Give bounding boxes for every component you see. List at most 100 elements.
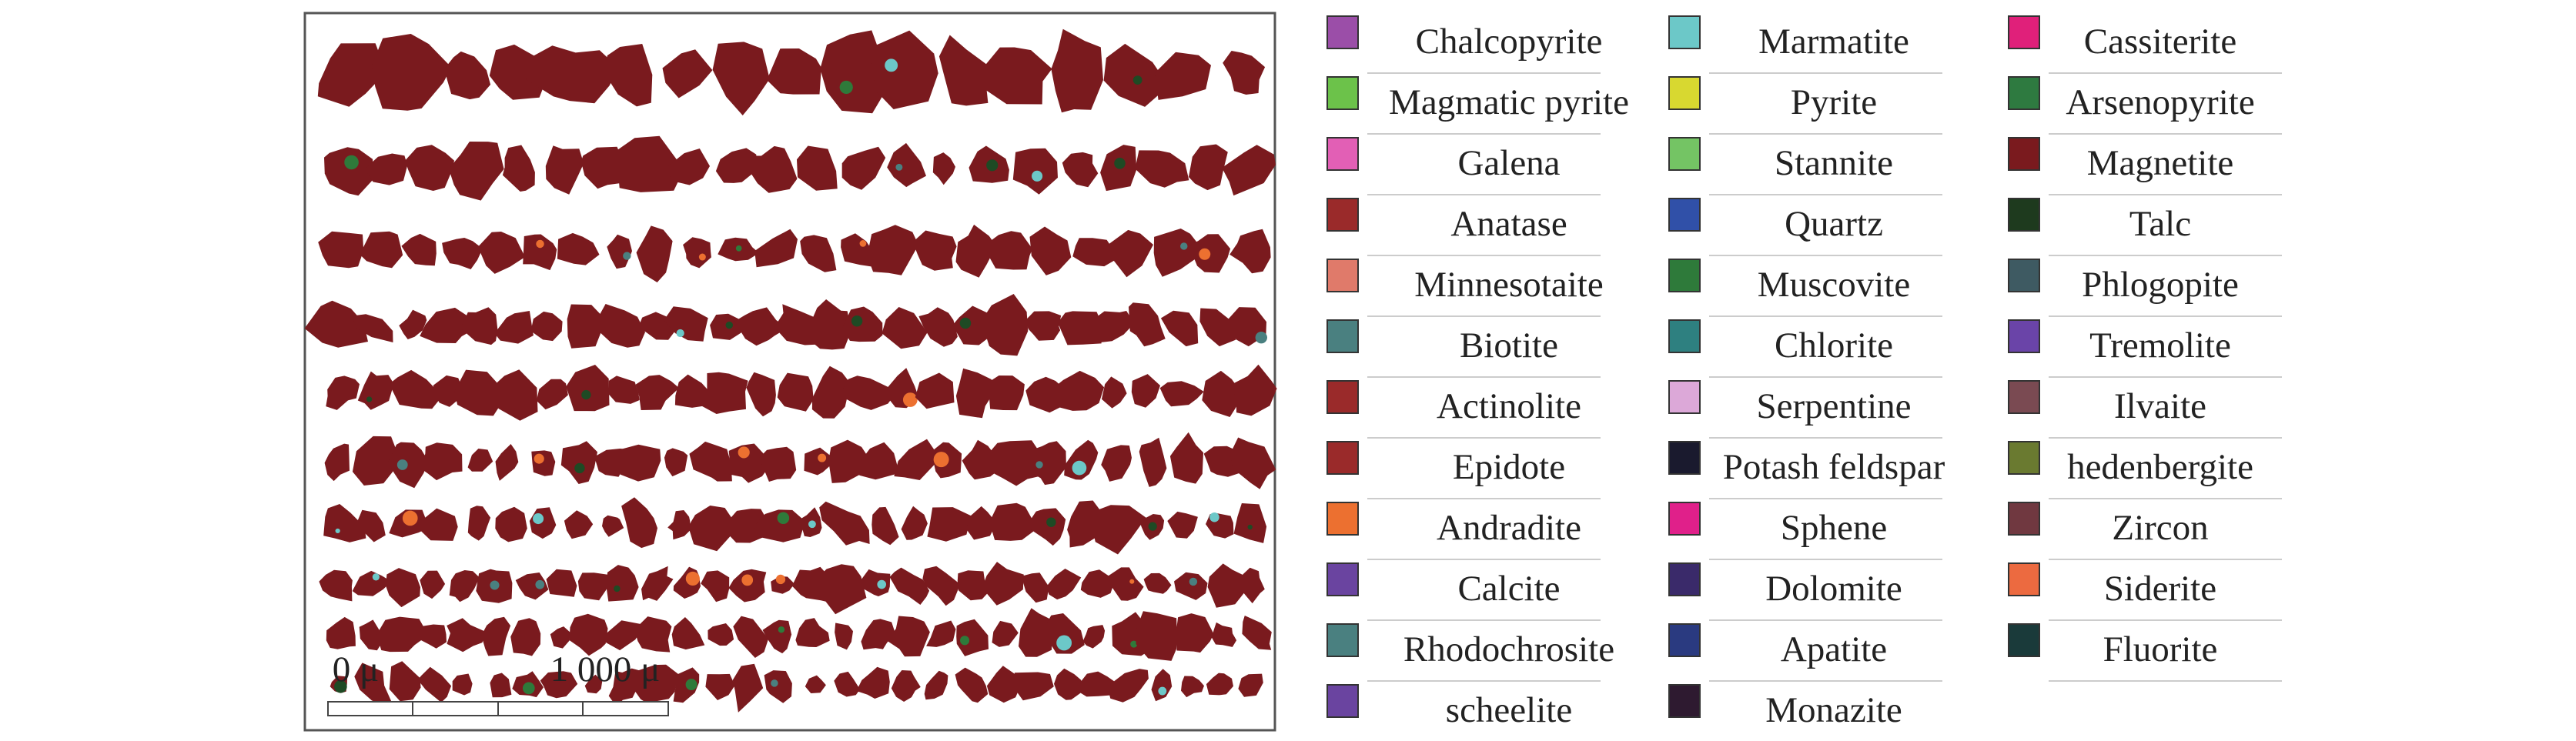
legend-swatch xyxy=(1326,562,1359,596)
particle xyxy=(835,623,853,650)
mineral-inclusion xyxy=(839,80,853,95)
particle xyxy=(688,506,735,552)
particle xyxy=(956,619,989,656)
particle xyxy=(1135,150,1189,188)
mineral-inclusion xyxy=(877,579,887,589)
mineral-inclusion xyxy=(581,389,591,400)
mineral-inclusion xyxy=(960,636,970,646)
legend-label: Siderite xyxy=(2104,569,2216,609)
particle xyxy=(531,450,556,476)
particle xyxy=(962,439,999,480)
particle xyxy=(671,617,705,650)
particle xyxy=(467,449,493,472)
legend-label: Calcite xyxy=(1457,569,1560,609)
particle xyxy=(952,305,995,345)
particle xyxy=(712,42,770,115)
mineral-inclusion xyxy=(1148,522,1157,531)
legend-swatch xyxy=(1668,502,1701,536)
mineral-inclusion xyxy=(778,626,785,633)
particle xyxy=(352,570,392,596)
particle xyxy=(705,673,735,700)
legend-label: Chalcopyrite xyxy=(1416,22,1603,62)
legend-label: Potash feldspar xyxy=(1723,447,1945,487)
legend-label: Andradite xyxy=(1437,508,1581,548)
particle xyxy=(360,231,403,269)
mineral-inclusion xyxy=(685,679,698,691)
mineral-inclusion xyxy=(522,682,535,695)
particle xyxy=(1080,569,1117,598)
mineral-inclusion xyxy=(859,240,867,247)
particle xyxy=(1231,364,1277,416)
particle xyxy=(1202,370,1243,417)
particle xyxy=(774,304,822,345)
particle-map xyxy=(304,28,1277,713)
particle xyxy=(1057,311,1102,345)
particle xyxy=(1029,226,1072,275)
legend-label: Monazite xyxy=(1765,690,1902,730)
particle xyxy=(819,501,870,546)
mineral-inclusion xyxy=(1072,460,1087,476)
particle xyxy=(364,153,408,185)
particle xyxy=(566,365,610,412)
legend-label: Anatase xyxy=(1450,204,1567,244)
particle xyxy=(1153,229,1200,277)
particle xyxy=(630,664,678,703)
particle xyxy=(986,376,1025,411)
particle xyxy=(447,618,487,653)
mineral-inclusion xyxy=(738,446,750,459)
legend-swatch xyxy=(2008,502,2040,536)
scale-bar: 0 μ 1 000 μ xyxy=(327,649,669,716)
mineral-inclusion xyxy=(986,159,999,172)
particle xyxy=(924,670,948,700)
particle xyxy=(754,229,798,268)
particle xyxy=(401,233,437,266)
particle xyxy=(869,30,938,109)
mineral-inclusion xyxy=(1129,579,1135,584)
mineral-inclusion xyxy=(536,239,544,249)
particle xyxy=(805,675,826,693)
particle xyxy=(861,569,891,596)
particle xyxy=(842,306,883,342)
legend-label: Phlogopite xyxy=(2082,265,2239,305)
particle xyxy=(536,379,568,410)
mineral-inclusion xyxy=(1180,242,1188,250)
particle xyxy=(1159,381,1204,407)
mineral-inclusion xyxy=(335,528,340,534)
legend-swatch xyxy=(2008,15,2040,49)
particle xyxy=(955,368,997,419)
mineral-inclusion xyxy=(698,253,706,261)
particle xyxy=(1139,437,1167,487)
particle xyxy=(1242,616,1272,650)
particle xyxy=(871,506,899,546)
particle xyxy=(388,442,428,489)
particle xyxy=(606,565,639,602)
legend-label: Rhodochrosite xyxy=(1403,629,1614,669)
particle xyxy=(577,572,610,601)
particle xyxy=(1136,611,1178,661)
particle xyxy=(664,306,708,342)
legend-swatch xyxy=(1668,441,1701,475)
particle xyxy=(1189,144,1228,191)
particle xyxy=(764,670,792,703)
particle xyxy=(1207,563,1248,608)
mineral-inclusion xyxy=(623,252,631,260)
mineral-inclusion xyxy=(676,329,684,338)
legend-swatch xyxy=(1326,623,1359,657)
particle xyxy=(746,372,776,417)
mineral-inclusion xyxy=(851,315,863,327)
legend-label: Arsenopyrite xyxy=(2066,82,2254,122)
particle xyxy=(621,497,657,549)
particle xyxy=(354,663,392,708)
particle xyxy=(901,506,928,540)
legend-swatch xyxy=(1668,137,1701,171)
particle xyxy=(708,623,734,646)
mineral-inclusion xyxy=(1032,170,1043,182)
legend-label: Talc xyxy=(2129,204,2191,244)
particle xyxy=(887,142,926,188)
particle xyxy=(777,372,814,412)
particle xyxy=(981,294,1029,356)
particle xyxy=(861,619,895,650)
mineral-inclusion xyxy=(396,459,408,470)
particle xyxy=(608,668,642,707)
particle xyxy=(1167,511,1198,539)
